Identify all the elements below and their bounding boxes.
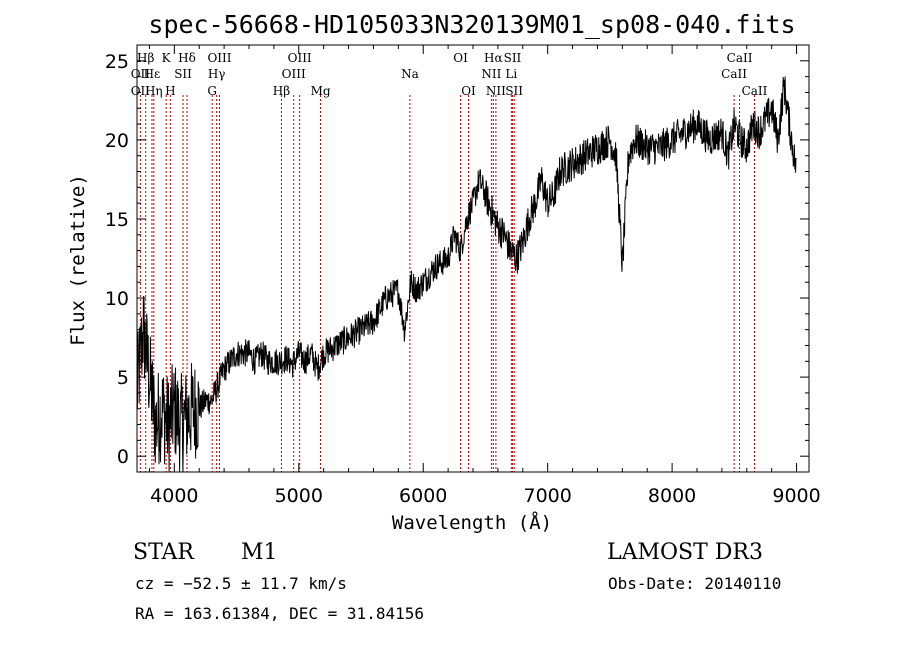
spectral-line-label: OIII (207, 51, 231, 65)
spectral-line-label: NII (481, 67, 501, 81)
spectral-line-label: OI (453, 51, 468, 65)
spectral-line-label: Hβ (273, 84, 290, 98)
survey-name: LAMOST DR3 (607, 540, 763, 565)
spectrum-line (136, 76, 797, 472)
x-tick-label: 9000 (772, 485, 820, 507)
x-tick-label: 5000 (275, 485, 323, 507)
spectral-line-label: H (165, 84, 175, 98)
spectral-line-label: Mg (311, 84, 331, 98)
redshift-text: cz = −52.5 ± 11.7 km/s (135, 574, 347, 593)
object-subclass: M1 (241, 540, 278, 565)
spectral-line-label: K (162, 51, 172, 65)
spectral-line-label: CaII (721, 67, 747, 81)
x-tick-label: 7000 (523, 485, 571, 507)
y-axis-label: Flux (relative) (67, 174, 89, 346)
spectral-line-label: Na (401, 67, 419, 81)
x-tick-label: 8000 (648, 485, 696, 507)
spectral-line-label: SII (504, 51, 522, 65)
y-tick-label: 0 (117, 446, 129, 468)
spectral-line-label: SII (505, 84, 523, 98)
spectral-line-label: Li (505, 67, 517, 81)
spectral-line-label: CaII (727, 51, 753, 65)
spectral-line-label: CaII (742, 84, 768, 98)
spectrum-series (136, 76, 797, 472)
spectral-line-label: OIII (282, 67, 306, 81)
x-axis-label: Wavelength (Å) (392, 511, 552, 534)
y-axis-ticks: 0 5 10 15 20 25 (105, 51, 809, 468)
x-axis-ticks: 4000 5000 6000 7000 8000 9000 (148, 45, 821, 507)
spectral-line-label: Hε (144, 67, 161, 81)
spectral-line-label: NII (486, 84, 506, 98)
spectral-line-label: Hγ (208, 67, 226, 81)
spectral-line-label: Hδ (178, 51, 196, 65)
spectral-line-label: Hα (484, 51, 503, 65)
y-tick-label: 5 (117, 367, 129, 389)
spectral-line-label: SII (174, 67, 192, 81)
spectral-line-label: OI (461, 84, 476, 98)
obs-date: Obs-Date: 20140110 (608, 574, 781, 593)
object-type: STAR (133, 540, 195, 565)
spectral-line-label: G (207, 84, 217, 98)
x-tick-label: 6000 (399, 485, 447, 507)
spectral-line-label: OII (131, 84, 151, 98)
spectral-line-label: OII (131, 67, 151, 81)
y-tick-label: 20 (105, 130, 129, 152)
coordinates-text: RA = 163.61384, DEC = 31.84156 (135, 604, 424, 623)
spectral-line-label: OIII (288, 51, 312, 65)
spectral-line-label: Hη (145, 84, 163, 98)
y-tick-label: 10 (105, 288, 129, 310)
spectral-line-label: Hβ (137, 51, 154, 65)
spectral-line-labels: OII OII Hβ Hε Hη K H SII Hδ OIII Hγ G Hβ OIII OIII Mg Na… (131, 51, 768, 98)
y-tick-label: 15 (105, 209, 129, 231)
plot-frame (136, 44, 810, 473)
chart-title: spec-56668-HD105033N320139M01_sp08-040.f… (148, 10, 795, 39)
x-tick-label: 4000 (150, 485, 198, 507)
y-tick-label: 25 (105, 51, 129, 73)
